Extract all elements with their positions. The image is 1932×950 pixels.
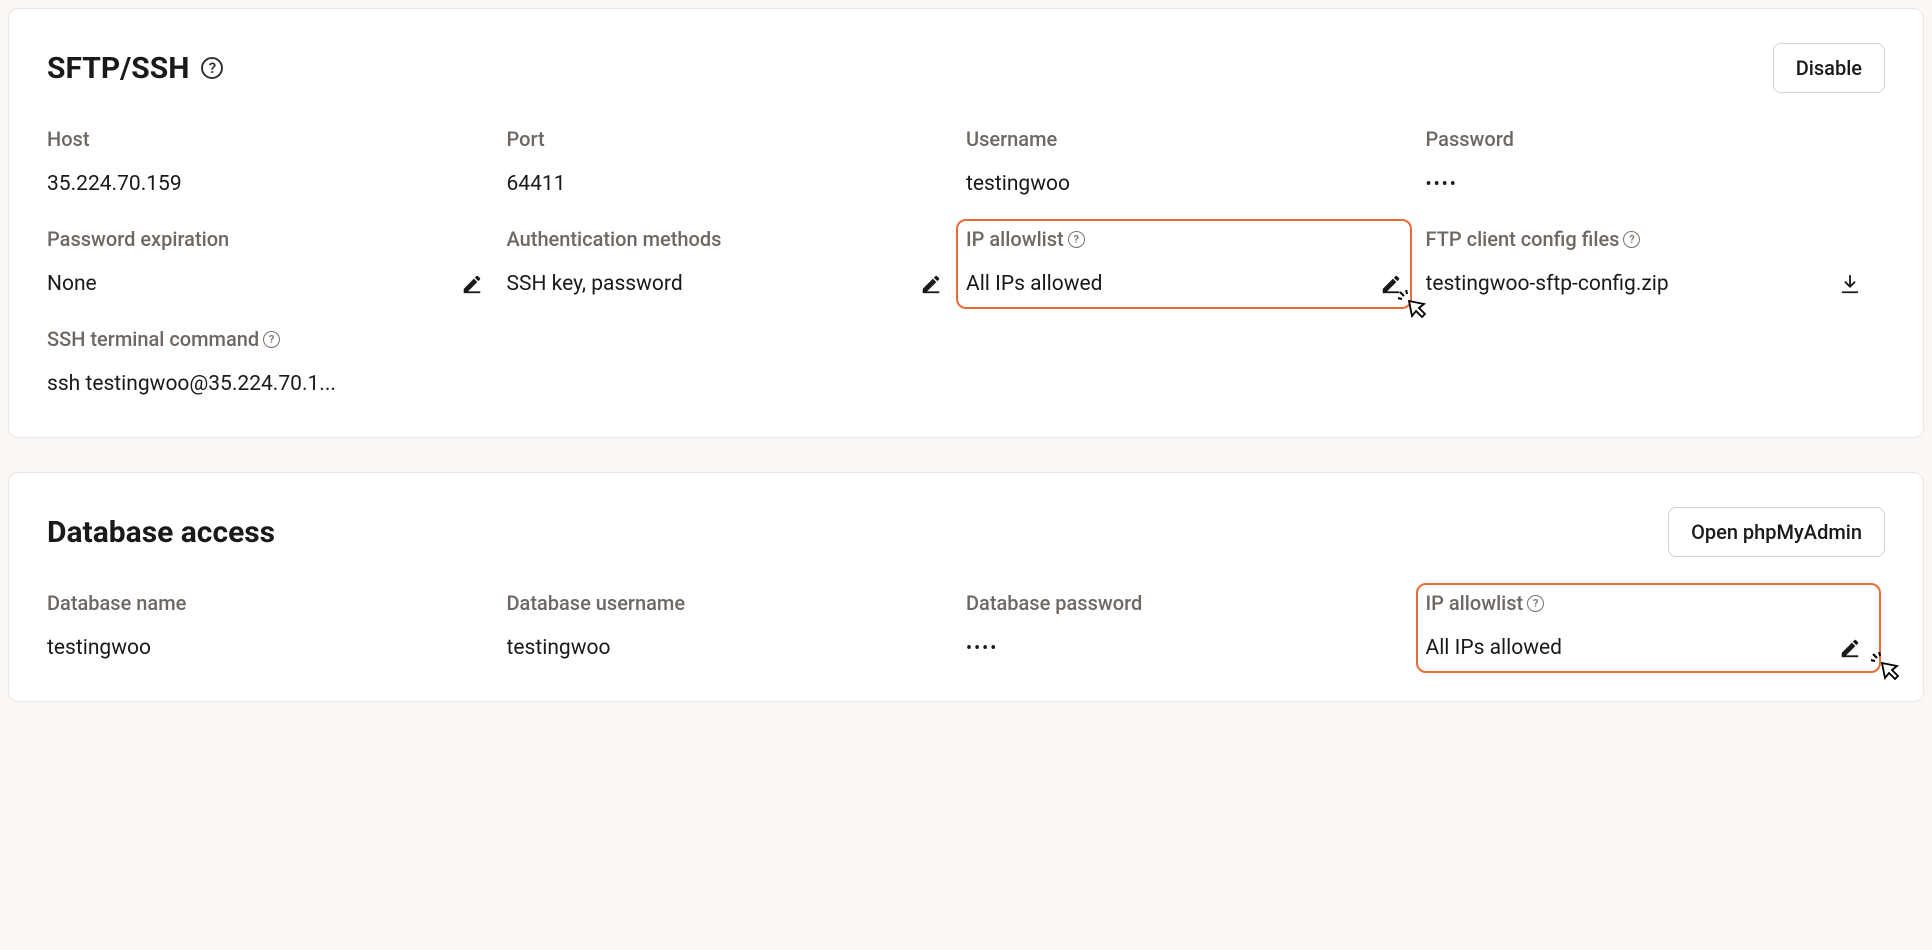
edit-icon[interactable] bbox=[1839, 637, 1861, 659]
ssh-cmd-value: ssh testingwoo@35.224.70.1... bbox=[47, 372, 483, 396]
db-grid: Database name testingwoo Database userna… bbox=[47, 591, 1885, 663]
db-ip-allowlist-field: IP allowlist ? All IPs allowed bbox=[1426, 591, 1886, 663]
username-value: testingwoo bbox=[966, 172, 1402, 196]
edit-icon[interactable] bbox=[461, 273, 483, 295]
db-header: Database access Open phpMyAdmin bbox=[47, 507, 1885, 557]
sftp-grid: Host 35.224.70.159 Port 64411 Username t… bbox=[47, 127, 1885, 399]
expiration-value: None bbox=[47, 272, 451, 296]
db-title-text: Database access bbox=[47, 515, 275, 550]
password-field: Password •••• bbox=[1426, 127, 1886, 199]
help-icon[interactable]: ? bbox=[263, 331, 280, 348]
ip-allowlist-field: IP allowlist ? All IPs allowed bbox=[966, 227, 1426, 299]
db-password-field: Database password •••• bbox=[966, 591, 1426, 663]
sftp-ssh-card: SFTP/SSH ? Disable Host 35.224.70.159 Po… bbox=[8, 8, 1924, 438]
auth-methods-value: SSH key, password bbox=[507, 272, 911, 296]
sftp-title-text: SFTP/SSH bbox=[47, 51, 189, 86]
host-label: Host bbox=[47, 127, 483, 151]
db-username-value: testingwoo bbox=[507, 636, 943, 660]
database-access-card: Database access Open phpMyAdmin Database… bbox=[8, 472, 1924, 702]
help-icon[interactable]: ? bbox=[201, 57, 223, 79]
db-username-label: Database username bbox=[507, 591, 943, 615]
db-ip-allowlist-label: IP allowlist ? bbox=[1426, 591, 1862, 615]
host-field: Host 35.224.70.159 bbox=[47, 127, 507, 199]
expiration-field: Password expiration None bbox=[47, 227, 507, 299]
password-value: •••• bbox=[1426, 174, 1862, 195]
ip-allowlist-value: All IPs allowed bbox=[966, 272, 1370, 296]
auth-methods-label: Authentication methods bbox=[507, 227, 943, 251]
db-name-value: testingwoo bbox=[47, 636, 483, 660]
ftp-config-value: testingwoo-sftp-config.zip bbox=[1426, 272, 1830, 296]
download-icon[interactable] bbox=[1839, 273, 1861, 295]
disable-button[interactable]: Disable bbox=[1773, 43, 1885, 93]
port-value: 64411 bbox=[507, 172, 943, 196]
sftp-header: SFTP/SSH ? Disable bbox=[47, 43, 1885, 93]
username-label: Username bbox=[966, 127, 1402, 151]
username-field: Username testingwoo bbox=[966, 127, 1426, 199]
cursor-click-icon bbox=[1871, 652, 1907, 693]
ssh-cmd-field: SSH terminal command ? ssh testingwoo@35… bbox=[47, 327, 507, 399]
port-label: Port bbox=[507, 127, 943, 151]
expiration-label: Password expiration bbox=[47, 227, 483, 251]
db-password-label: Database password bbox=[966, 591, 1402, 615]
db-ip-allowlist-value: All IPs allowed bbox=[1426, 636, 1830, 660]
help-icon[interactable]: ? bbox=[1623, 231, 1640, 248]
auth-methods-field: Authentication methods SSH key, password bbox=[507, 227, 967, 299]
ip-allowlist-label: IP allowlist ? bbox=[966, 227, 1402, 251]
password-label: Password bbox=[1426, 127, 1862, 151]
ftp-config-label: FTP client config files ? bbox=[1426, 227, 1862, 251]
edit-icon[interactable] bbox=[920, 273, 942, 295]
ssh-cmd-label: SSH terminal command ? bbox=[47, 327, 483, 351]
host-value: 35.224.70.159 bbox=[47, 172, 483, 196]
db-title: Database access bbox=[47, 515, 275, 550]
sftp-title: SFTP/SSH ? bbox=[47, 51, 223, 86]
open-phpmyadmin-button[interactable]: Open phpMyAdmin bbox=[1668, 507, 1885, 557]
help-icon[interactable]: ? bbox=[1527, 595, 1544, 612]
db-username-field: Database username testingwoo bbox=[507, 591, 967, 663]
db-name-field: Database name testingwoo bbox=[47, 591, 507, 663]
edit-icon[interactable] bbox=[1380, 273, 1402, 295]
port-field: Port 64411 bbox=[507, 127, 967, 199]
db-password-value: •••• bbox=[966, 638, 1402, 659]
help-icon[interactable]: ? bbox=[1068, 231, 1085, 248]
db-name-label: Database name bbox=[47, 591, 483, 615]
ftp-config-field: FTP client config files ? testingwoo-sft… bbox=[1426, 227, 1886, 299]
